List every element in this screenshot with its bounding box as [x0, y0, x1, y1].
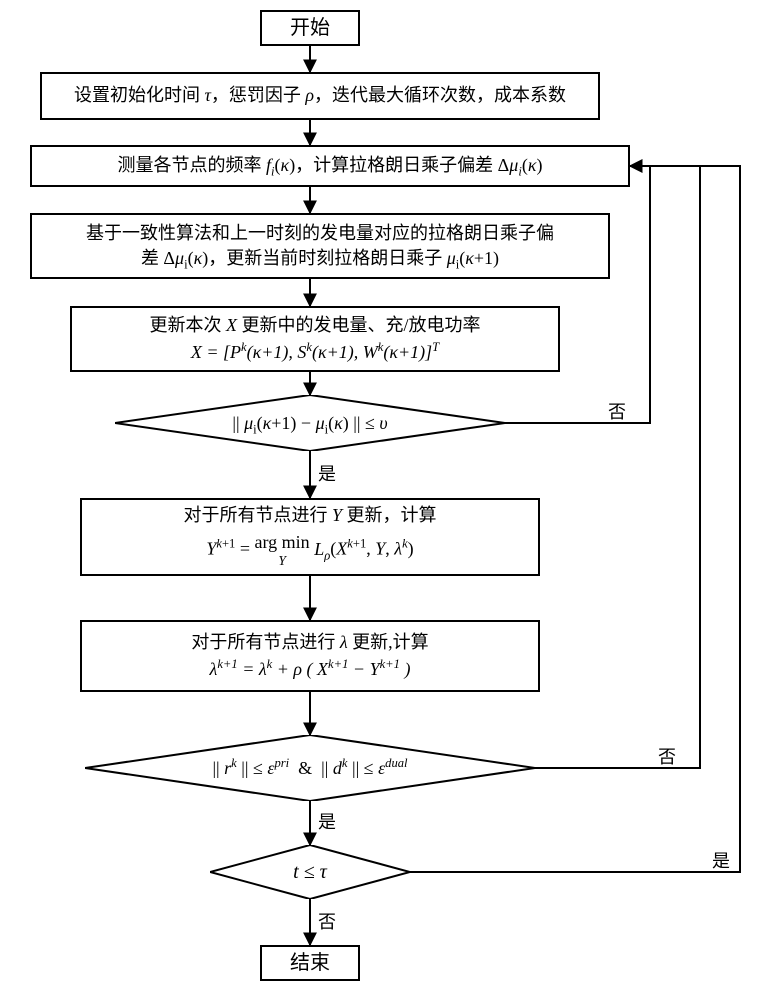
- label-dec-eps-no: 否: [658, 743, 676, 769]
- dec-t-text: t ≤ τ: [293, 861, 327, 884]
- label-dec-mu-no: 否: [608, 398, 626, 424]
- update-x-line2: X = [Pk(κ+1), Sk(κ+1), Wk(κ+1)]T: [191, 340, 439, 365]
- node-end: 结束: [260, 945, 360, 981]
- dec-mu-text: || μi(κ+1) − μi(κ) || ≤ υ: [232, 413, 387, 434]
- update-mu-line2: 差 Δμi(κ)，更新当前时刻拉格朗日乘子 μi(κ+1): [141, 246, 499, 271]
- update-y-line1: 对于所有节点进行 Y 更新，计算: [183, 503, 436, 528]
- node-update-mu: 基于一致性算法和上一时刻的发电量对应的拉格朗日乘子偏 差 Δμi(κ)，更新当前…: [30, 213, 610, 279]
- node-start: 开始: [260, 10, 360, 46]
- init-text: 设置初始化时间 τ，惩罚因子 ρ，迭代最大循环次数，成本系数: [74, 83, 566, 108]
- node-dec-mu: || μi(κ+1) − μi(κ) || ≤ υ: [115, 395, 505, 451]
- label-dec-t-yes: 是: [712, 847, 730, 873]
- measure-text: 测量各节点的频率 fi(κ)，计算拉格朗日乘子偏差 Δμi(κ): [118, 153, 543, 178]
- node-init: 设置初始化时间 τ，惩罚因子 ρ，迭代最大循环次数，成本系数: [40, 72, 600, 120]
- update-mu-line1: 基于一致性算法和上一时刻的发电量对应的拉格朗日乘子偏: [86, 221, 554, 246]
- label-dec-eps-yes: 是: [318, 808, 336, 834]
- node-update-x: 更新本次 X 更新中的发电量、充/放电功率 X = [Pk(κ+1), Sk(κ…: [70, 306, 560, 372]
- update-x-line1: 更新本次 X 更新中的发电量、充/放电功率: [150, 313, 481, 338]
- flowchart-canvas: 开始 设置初始化时间 τ，惩罚因子 ρ，迭代最大循环次数，成本系数 测量各节点的…: [0, 0, 773, 1000]
- node-measure: 测量各节点的频率 fi(κ)，计算拉格朗日乘子偏差 Δμi(κ): [30, 145, 630, 187]
- dec-eps-text: || rk || ≤ εpri & || dk || ≤ εdual: [212, 758, 407, 779]
- end-label: 结束: [290, 949, 330, 977]
- start-label: 开始: [290, 14, 330, 42]
- node-update-y: 对于所有节点进行 Y 更新，计算 Yk+1 = arg minY Lρ(Xk+1…: [80, 498, 540, 576]
- label-dec-t-no: 否: [318, 908, 336, 934]
- update-l-line2: λk+1 = λk + ρ ( Xk+1 − Yk+1 ): [210, 657, 411, 682]
- update-y-line2: Yk+1 = arg minY Lρ(Xk+1, Y, λk): [206, 530, 413, 571]
- node-dec-t: t ≤ τ: [210, 845, 410, 899]
- label-dec-mu-yes: 是: [318, 460, 336, 486]
- node-dec-eps: || rk || ≤ εpri & || dk || ≤ εdual: [85, 735, 535, 801]
- node-update-lambda: 对于所有节点进行 λ 更新,计算 λk+1 = λk + ρ ( Xk+1 − …: [80, 620, 540, 692]
- update-l-line1: 对于所有节点进行 λ 更新,计算: [191, 630, 428, 655]
